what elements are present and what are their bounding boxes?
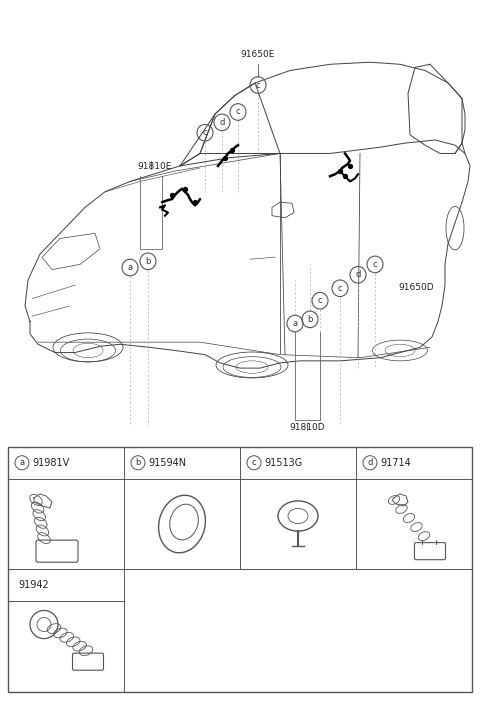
Text: b: b — [145, 257, 151, 266]
Point — [346, 160, 354, 172]
Text: a: a — [292, 319, 298, 328]
Text: b: b — [135, 458, 141, 467]
Point — [341, 170, 349, 182]
Point — [168, 189, 176, 201]
Text: 91981V: 91981V — [32, 457, 69, 468]
Text: 91714: 91714 — [380, 457, 411, 468]
Text: c: c — [372, 260, 377, 269]
Text: c: c — [252, 458, 256, 467]
Text: c: c — [203, 128, 207, 137]
Point — [221, 152, 229, 163]
Point — [191, 196, 199, 208]
Text: b: b — [307, 315, 312, 324]
Text: d: d — [355, 270, 360, 279]
Text: c: c — [338, 283, 342, 293]
Text: 91650E: 91650E — [241, 50, 275, 59]
Text: 91810E: 91810E — [138, 162, 172, 171]
Text: 91594N: 91594N — [148, 457, 186, 468]
Text: a: a — [127, 263, 132, 272]
Text: d: d — [219, 118, 225, 127]
Point — [181, 183, 189, 194]
Bar — [8, 447, 472, 692]
Text: d: d — [367, 458, 372, 467]
Text: c: c — [236, 107, 240, 117]
Text: a: a — [19, 458, 24, 467]
Text: c: c — [256, 80, 260, 89]
Point — [228, 144, 236, 156]
Text: 91810D: 91810D — [289, 423, 325, 432]
Point — [336, 165, 344, 177]
Text: 91942: 91942 — [18, 580, 49, 590]
Text: 91650D: 91650D — [398, 283, 433, 292]
Text: 91513G: 91513G — [264, 457, 302, 468]
Text: c: c — [318, 297, 322, 305]
